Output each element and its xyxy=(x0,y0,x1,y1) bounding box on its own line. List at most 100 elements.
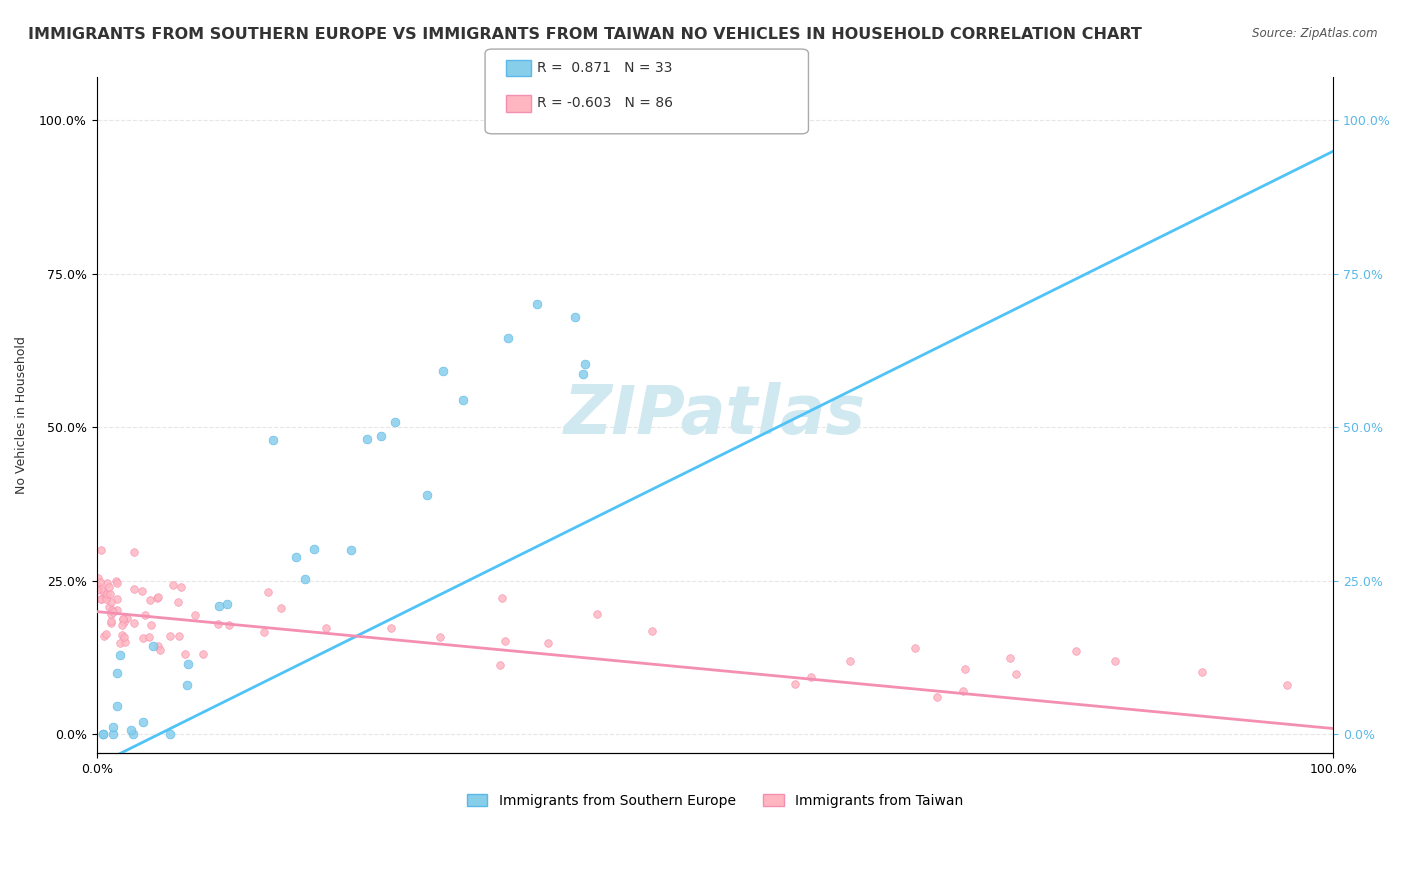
Point xyxy=(952,684,974,698)
Text: IMMIGRANTS FROM SOUTHERN EUROPE VS IMMIGRANTS FROM TAIWAN NO VEHICLES IN HOUSEHO: IMMIGRANTS FROM SOUTHERN EUROPE VS IMMIG… xyxy=(28,27,1142,42)
Point xyxy=(270,600,292,615)
Point xyxy=(1005,667,1028,681)
Point xyxy=(90,592,112,607)
Point xyxy=(304,541,326,556)
Point xyxy=(112,630,135,644)
Point xyxy=(124,616,146,631)
Point xyxy=(488,658,510,673)
Point xyxy=(262,433,284,447)
Point xyxy=(416,488,439,502)
Point xyxy=(122,582,145,596)
Point xyxy=(215,597,238,611)
Point xyxy=(141,618,163,632)
Point xyxy=(207,616,229,631)
Point xyxy=(122,545,145,559)
Point xyxy=(142,640,165,654)
Point xyxy=(117,611,139,625)
Point xyxy=(191,647,214,661)
Point xyxy=(370,429,392,443)
Point xyxy=(253,625,276,640)
Y-axis label: No Vehicles in Household: No Vehicles in Household xyxy=(15,336,28,494)
Point xyxy=(491,591,513,606)
Point xyxy=(98,586,121,600)
Point xyxy=(139,593,162,607)
Point xyxy=(494,633,516,648)
Point xyxy=(121,727,143,741)
Point xyxy=(91,727,114,741)
Point xyxy=(170,580,193,594)
Point xyxy=(90,543,112,558)
Point xyxy=(903,641,925,656)
Point xyxy=(526,297,548,311)
Point xyxy=(998,651,1021,665)
Point xyxy=(159,727,181,741)
Point xyxy=(315,621,337,635)
Point xyxy=(96,626,118,640)
Point xyxy=(90,582,112,596)
Legend: Immigrants from Southern Europe, Immigrants from Taiwan: Immigrants from Southern Europe, Immigra… xyxy=(461,789,969,814)
Point xyxy=(114,634,136,648)
Point xyxy=(174,647,197,661)
Point xyxy=(574,357,596,371)
Point xyxy=(284,549,307,564)
Point xyxy=(98,599,121,614)
Point xyxy=(105,698,128,713)
Point xyxy=(86,582,108,597)
Point xyxy=(207,599,229,614)
Point xyxy=(112,612,135,626)
Point xyxy=(641,624,664,638)
Point xyxy=(111,628,134,642)
Point xyxy=(496,331,519,345)
Point xyxy=(111,617,134,632)
Point xyxy=(91,584,114,599)
Point xyxy=(134,607,156,622)
Point xyxy=(1064,643,1087,657)
Point xyxy=(146,591,169,605)
Point xyxy=(1367,674,1389,689)
Point xyxy=(564,310,586,324)
Point xyxy=(1191,665,1213,680)
Point xyxy=(103,727,125,741)
Point xyxy=(101,603,124,617)
Point xyxy=(571,367,593,381)
Point xyxy=(132,715,155,730)
Point xyxy=(149,643,172,657)
Point xyxy=(429,630,451,644)
Point xyxy=(105,602,128,616)
Point xyxy=(103,720,125,734)
Point xyxy=(146,591,169,605)
Point xyxy=(1104,654,1126,668)
Point xyxy=(159,629,181,643)
Point xyxy=(103,605,125,619)
Point xyxy=(162,578,184,592)
Point xyxy=(384,415,406,429)
Point xyxy=(166,595,188,609)
Point xyxy=(294,572,316,586)
Point xyxy=(659,113,682,128)
Point xyxy=(100,607,122,621)
Point xyxy=(800,670,823,684)
Point xyxy=(96,590,118,604)
Point xyxy=(90,591,112,606)
Point xyxy=(586,607,609,621)
Point xyxy=(340,543,363,558)
Point xyxy=(105,576,128,591)
Text: ZIPatlas: ZIPatlas xyxy=(564,382,866,448)
Point xyxy=(925,690,948,704)
Point xyxy=(100,595,122,609)
Point xyxy=(105,574,128,589)
Point xyxy=(100,614,122,628)
Point xyxy=(93,629,115,643)
Point xyxy=(176,678,198,692)
Text: Source: ZipAtlas.com: Source: ZipAtlas.com xyxy=(1253,27,1378,40)
Point xyxy=(184,607,207,622)
Point xyxy=(112,615,135,630)
Point xyxy=(146,639,169,653)
Point xyxy=(132,631,155,645)
Point xyxy=(537,636,560,650)
Point xyxy=(105,666,128,681)
Point xyxy=(87,571,110,585)
Text: R = -0.603   N = 86: R = -0.603 N = 86 xyxy=(537,96,673,111)
Point xyxy=(257,584,280,599)
Point xyxy=(112,612,135,626)
